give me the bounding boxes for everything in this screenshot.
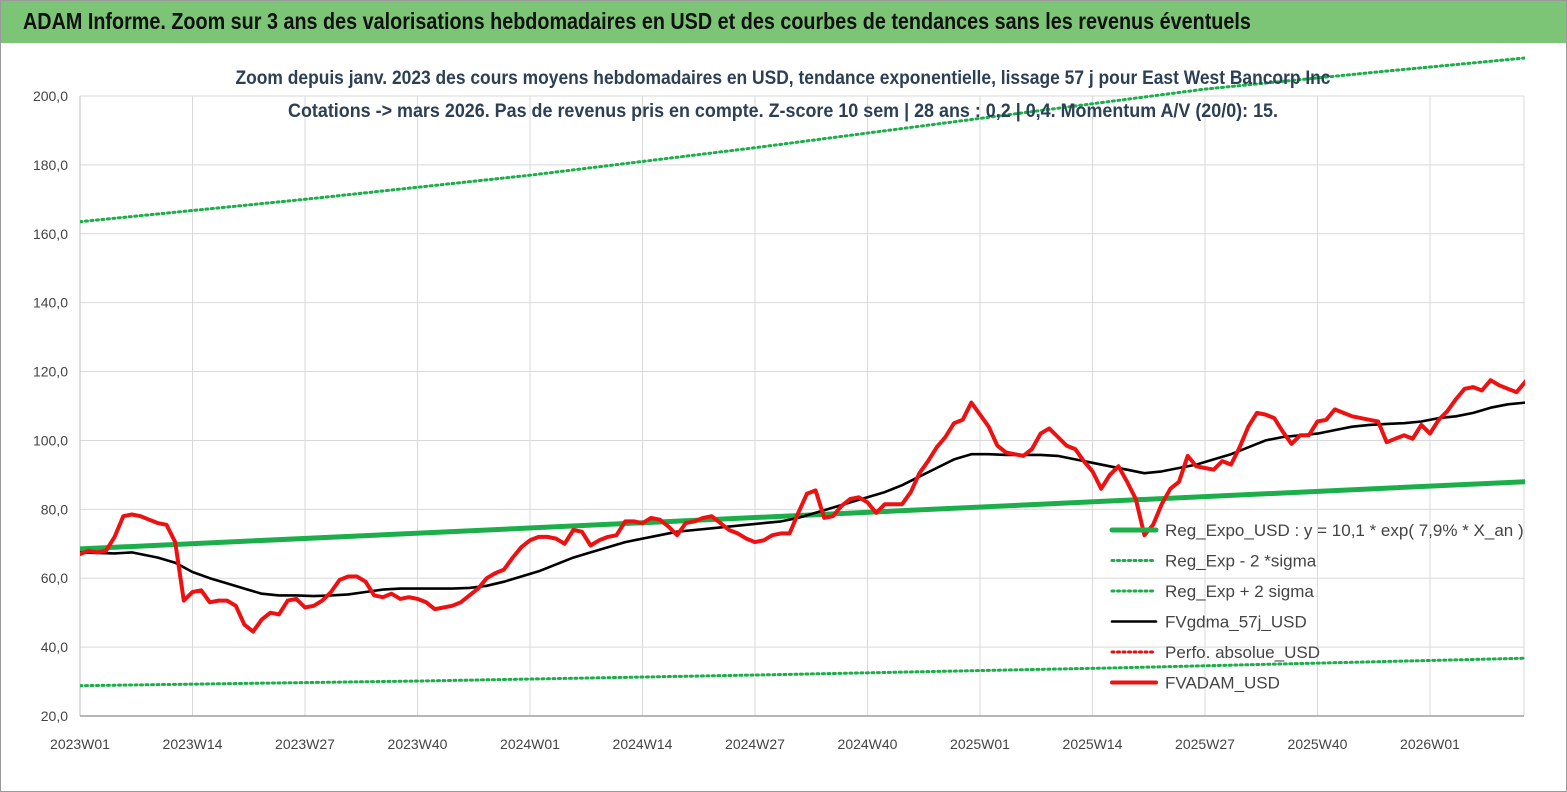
- trend-line: [80, 479, 1525, 552]
- chart-title-line-2: Cotations -> mars 2026. Pas de revenus p…: [288, 101, 1278, 122]
- y-tick-label: 100,0: [33, 432, 68, 448]
- legend-label: Reg_Exp - 2 *sigma: [1165, 552, 1317, 571]
- chart-grid: [79, 95, 1525, 717]
- x-tick-label: 2025W01: [950, 736, 1010, 752]
- report-banner: ADAM Informe. Zoom sur 3 ans des valoris…: [1, 1, 1566, 43]
- chart-title: Zoom depuis janv. 2023 des cours moyens …: [236, 68, 1331, 122]
- y-tick-label: 160,0: [33, 226, 68, 242]
- y-tick-label: 180,0: [33, 157, 68, 173]
- legend-label: FVgdma_57j_USD: [1165, 613, 1307, 632]
- gdma-line: [80, 401, 1525, 598]
- x-tick-label: 2023W14: [163, 736, 223, 752]
- y-tick-label: 20,0: [41, 708, 68, 724]
- y-axis: 20,0 40,0 60,0 80,0 100,0 120,0 140,0 160,0 180,…: [33, 88, 81, 724]
- y-tick-label: 200,0: [33, 88, 68, 104]
- y-tick-label: 140,0: [33, 295, 68, 311]
- sigma-minus-line: [80, 656, 1525, 688]
- x-tick-label: 2024W27: [725, 736, 785, 752]
- x-tick-label: 2023W40: [388, 736, 448, 752]
- report-title: ADAM Informe. Zoom sur 3 ans des valoris…: [23, 8, 1251, 34]
- x-tick-label: 2024W01: [500, 736, 560, 752]
- chart-title-line-1: Zoom depuis janv. 2023 des cours moyens …: [236, 68, 1331, 89]
- y-tick-label: 80,0: [41, 501, 68, 517]
- y-tick-label: 120,0: [33, 364, 68, 380]
- x-tick-label: 2024W14: [613, 736, 673, 752]
- legend-label: Reg_Exp + 2 sigma: [1165, 582, 1314, 601]
- x-tick-label: 2023W01: [50, 736, 110, 752]
- y-tick-label: 60,0: [41, 570, 68, 586]
- x-tick-label: 2026W01: [1400, 736, 1460, 752]
- sigma-plus-line: [80, 56, 1525, 224]
- legend-label: Reg_Expo_USD : y = 10,1 * exp( 7,9% * X_…: [1165, 521, 1524, 540]
- x-tick-label: 2023W27: [275, 736, 335, 752]
- x-axis: 2023W01 2023W14 2023W27 2023W40 2024W01 2024W…: [50, 715, 1524, 752]
- x-tick-label: 2025W14: [1063, 736, 1123, 752]
- legend-label: FVADAM_USD: [1165, 674, 1280, 693]
- series-group: [80, 56, 1525, 688]
- y-tick-label: 40,0: [41, 639, 68, 655]
- x-tick-label: 2025W27: [1175, 736, 1235, 752]
- chart-legend: Reg_Expo_USD : y = 10,1 * exp( 7,9% * X_…: [1109, 521, 1524, 693]
- x-tick-label: 2024W40: [838, 736, 898, 752]
- x-tick-label: 2025W40: [1288, 736, 1348, 752]
- legend-label: Perfo. absolue_USD: [1165, 643, 1320, 662]
- fvadam-line: [80, 378, 1525, 634]
